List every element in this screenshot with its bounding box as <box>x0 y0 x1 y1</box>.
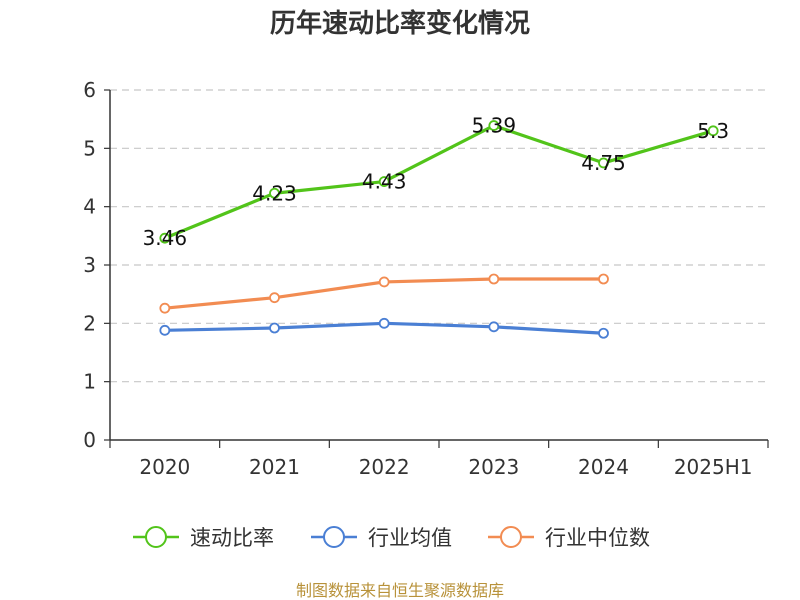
data-label: 4.75 <box>581 151 626 175</box>
data-point <box>598 273 609 285</box>
axes: 0 1 2 3 4 5 6 2020 2021 2022 2023 2024 2025H1 <box>83 78 769 479</box>
data-point <box>378 176 390 187</box>
data-point <box>269 322 280 334</box>
y-tick-label: 4 <box>83 195 96 219</box>
data-point <box>159 324 171 336</box>
data-point <box>488 120 500 131</box>
x-tick-label: 2024 <box>578 455 629 479</box>
data-label: 5.3 <box>697 119 729 143</box>
data-point <box>488 273 500 285</box>
data-label: 5.39 <box>472 114 517 138</box>
y-tick-label: 3 <box>83 253 96 277</box>
series-layer <box>159 120 719 339</box>
legend-marker <box>323 526 345 548</box>
data-label: 3.46 <box>143 226 188 250</box>
data-point <box>269 187 280 199</box>
legend-label: 行业均值 <box>368 526 452 550</box>
y-tick-label: 5 <box>83 136 96 160</box>
legend-label: 速动比率 <box>190 526 274 550</box>
data-point <box>269 292 280 304</box>
legend: 速动比率 行业均值 行业中位数 <box>133 526 650 550</box>
x-tick-label: 2022 <box>359 455 410 479</box>
data-labels: 3.46 4.23 4.43 5.39 4.75 5.3 <box>143 114 730 251</box>
x-tick-label: 2020 <box>139 455 190 479</box>
legend-marker <box>500 526 522 548</box>
x-tick-label: 2021 <box>249 455 300 479</box>
y-tick-label: 0 <box>83 428 96 452</box>
data-point <box>378 276 390 288</box>
legend-marker <box>145 526 167 548</box>
data-point <box>488 321 500 333</box>
data-point <box>159 232 171 244</box>
y-tick-label: 6 <box>83 78 96 102</box>
x-tick-label: 2023 <box>468 455 519 479</box>
series-line <box>163 123 715 240</box>
data-point <box>598 327 609 339</box>
data-point <box>707 125 719 137</box>
y-tick-label: 1 <box>83 370 96 394</box>
legend-label: 行业中位数 <box>545 526 650 550</box>
source-footer: 制图数据来自恒生聚源数据库 <box>296 581 504 600</box>
data-point <box>378 317 390 329</box>
data-point <box>598 157 609 169</box>
chart-title: 历年速动比率变化情况 <box>270 8 530 39</box>
grid-lines <box>110 89 768 383</box>
data-label: 4.23 <box>252 181 297 205</box>
y-tick-label: 2 <box>83 311 96 335</box>
x-tick-label: 2025H1 <box>674 455 753 479</box>
data-point <box>159 302 171 314</box>
data-label: 4.43 <box>362 170 407 194</box>
